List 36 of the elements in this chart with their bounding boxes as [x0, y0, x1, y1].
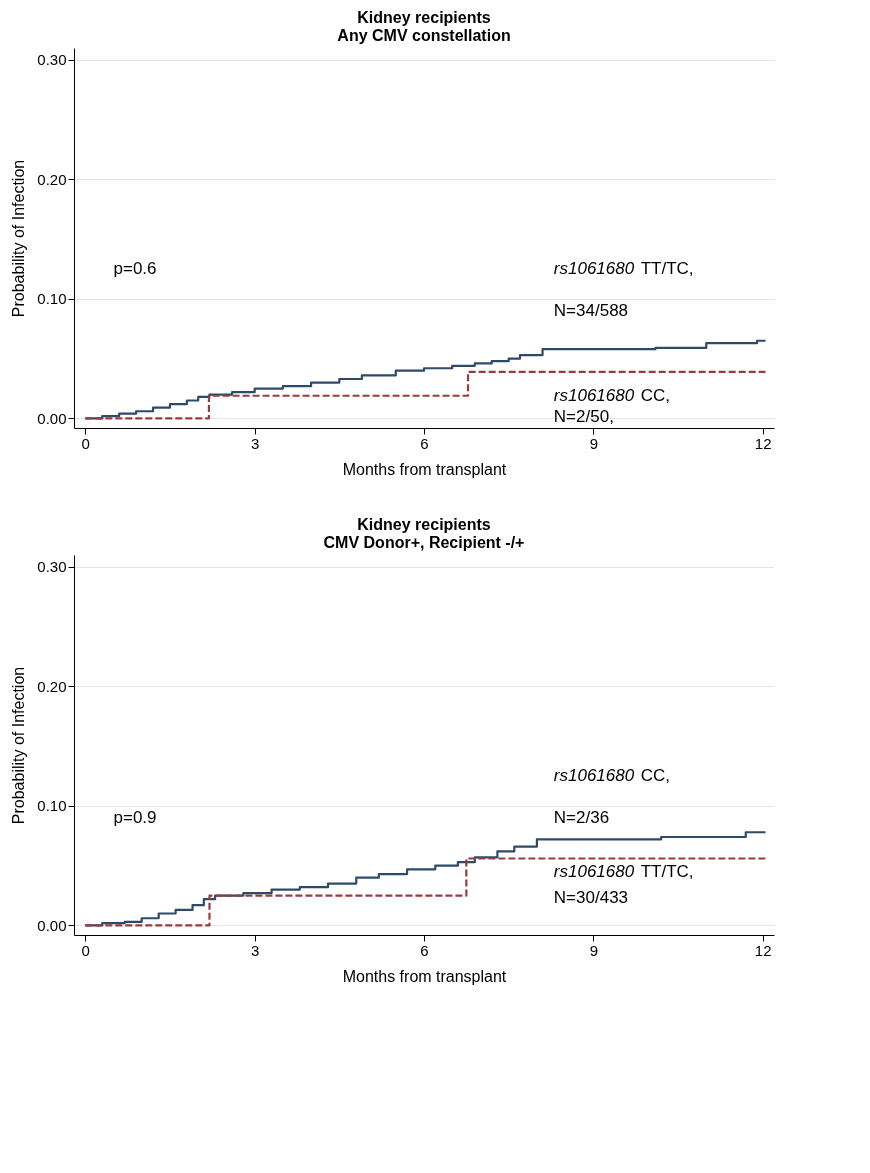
x-tick-label: 6 [420, 434, 429, 452]
x-tick-label: 0 [81, 941, 90, 959]
x-tick-label: 12 [754, 941, 772, 959]
annotation: N=2/50, [553, 407, 614, 427]
y-tick-label: 0.10 [37, 797, 67, 815]
x-tick-label: 12 [754, 434, 772, 452]
x-axis-title: Months from transplant [342, 460, 507, 478]
y-tick-label: 0.00 [37, 916, 67, 934]
x-tick-label: 9 [589, 941, 599, 959]
y-tick-label: 0.30 [37, 558, 67, 576]
annotation: N=2/36 [553, 807, 610, 827]
x-tick-label: 0 [81, 434, 90, 452]
annotation: rs1061680 TT/TC, [553, 259, 694, 279]
annotation: rs1061680 CC, [553, 766, 670, 786]
x-tick-label: 6 [420, 941, 429, 959]
text: Any CMV constellation [337, 27, 511, 44]
text: CMV Donor+, Recipient -/+ [323, 534, 525, 551]
annotation: rs1061680 CC, [553, 385, 670, 405]
annotation: p=0.9 [113, 807, 157, 827]
y-tick-label: 0.00 [37, 409, 67, 427]
x-tick-label: 9 [589, 434, 599, 452]
x-tick-label: 3 [250, 434, 260, 452]
annotation: p=0.6 [113, 259, 157, 279]
text: Kidney recipients [357, 516, 491, 533]
x-axis-title: Months from transplant [342, 967, 507, 985]
x-tick-label: 3 [250, 941, 260, 959]
y-tick-label: 0.30 [37, 51, 67, 69]
y-tick-label: 0.20 [37, 677, 67, 695]
annotation: N=30/433 [553, 887, 629, 907]
y-axis-title: Probability of Infection [10, 666, 28, 825]
annotation: N=34/588 [553, 300, 629, 320]
text: Kidney recipients [357, 9, 491, 26]
y-tick-label: 0.20 [37, 170, 67, 188]
y-tick-label: 0.10 [37, 290, 67, 308]
y-axis-title: Probability of Infection [10, 159, 28, 318]
annotation: rs1061680 TT/TC, [553, 861, 694, 881]
